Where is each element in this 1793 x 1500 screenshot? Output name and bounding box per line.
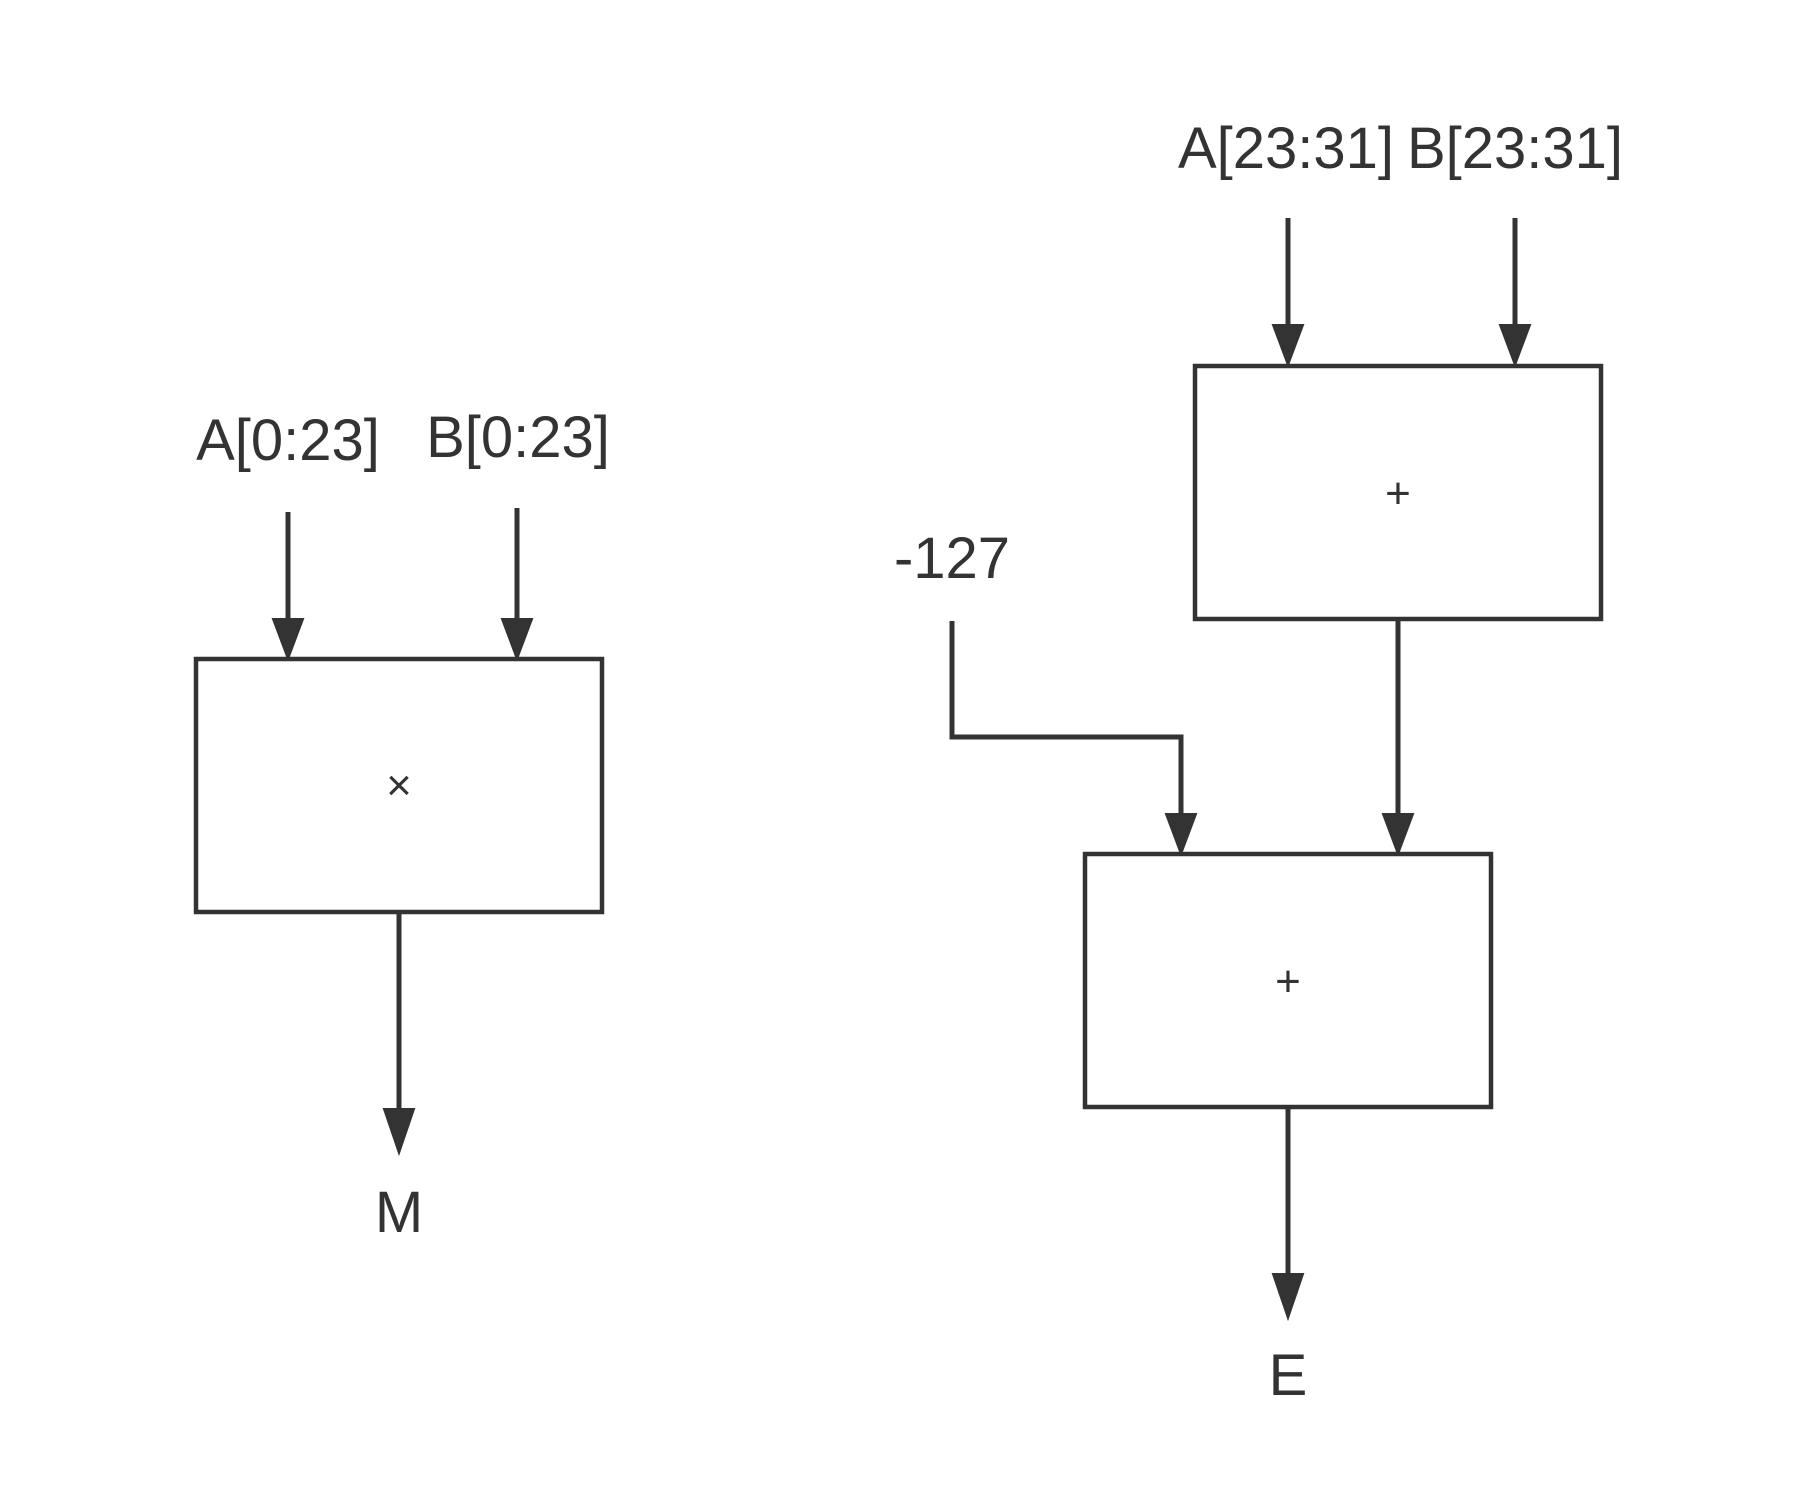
arrowhead-top-adder-output <box>1381 813 1415 857</box>
label-b-mantissa: B[0:23] <box>426 405 610 470</box>
output-e-label: E <box>1269 1343 1308 1408</box>
multiplier-box <box>193 656 605 915</box>
arrowhead-a-mantissa <box>271 618 305 662</box>
bias-label: -127 <box>894 526 1010 591</box>
exponent-adder-bottom-operator: + <box>1275 957 1301 1006</box>
arrowhead-b-mantissa <box>500 618 534 662</box>
arrowhead-e <box>1271 1273 1305 1322</box>
arrowhead-b-exponent <box>1498 324 1532 368</box>
wire-bias-to-adder <box>949 621 1184 827</box>
label-a-exponent: A[23:31] <box>1178 116 1394 181</box>
multiplier-operator: × <box>386 761 412 810</box>
arrowhead-m <box>382 1108 416 1157</box>
output-m-label: M <box>375 1180 423 1245</box>
label-b-exponent: B[23:31] <box>1407 116 1623 181</box>
arrowhead-bias <box>1164 813 1198 857</box>
exponent-adder-top-operator: + <box>1385 469 1411 518</box>
arrowhead-a-exponent <box>1271 324 1305 368</box>
exponent-adder-bottom-box <box>1082 851 1494 1110</box>
label-a-mantissa: A[0:23] <box>196 408 380 473</box>
